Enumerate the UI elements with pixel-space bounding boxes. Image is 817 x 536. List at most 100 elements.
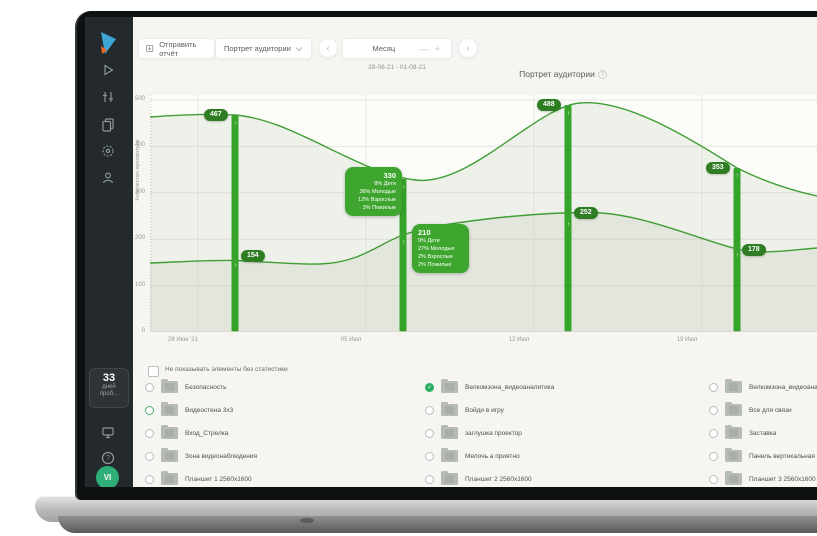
item-radio[interactable] xyxy=(145,405,154,415)
list-item[interactable]: Панель вертикальная внутренняя xyxy=(709,448,817,464)
list-item[interactable]: Планшет 3 2560х1600 xyxy=(709,471,817,487)
item-label: Зона видеонаблюдения xyxy=(185,452,257,460)
list-item[interactable]: Велкомзона_видеоаналитика xyxy=(709,379,817,395)
x-tick: 28 Июн '21 xyxy=(168,337,198,343)
send-report-button[interactable]: Отправить отчёт xyxy=(138,38,215,59)
y-tick: 400 xyxy=(134,142,145,148)
info-icon[interactable]: ? xyxy=(597,70,607,80)
play-icon xyxy=(104,64,114,76)
item-radio[interactable] xyxy=(709,382,718,392)
folder-icon xyxy=(441,448,458,462)
folder-icon xyxy=(161,402,178,416)
list-item[interactable]: Заставка xyxy=(709,425,817,441)
item-radio[interactable] xyxy=(145,428,154,438)
folder-icon xyxy=(161,448,178,462)
list-item[interactable]: Зона видеонаблюдения xyxy=(145,448,415,464)
x-tick: 12 Июл xyxy=(508,337,530,343)
sidebar: 33 дней проб... ? VI xyxy=(85,17,133,487)
item-label: Безопасность xyxy=(185,383,227,391)
item-label: Велкомзона_видеоаналитика xyxy=(465,383,555,391)
item-label: Планшет 3 2560х1600 xyxy=(749,475,816,483)
item-label: Войди в игру xyxy=(465,406,504,414)
help-button[interactable]: ? xyxy=(98,448,118,468)
hide-empty-label: Не показывать элементы без статистики xyxy=(165,366,288,373)
tooltip-row: 8% Дети xyxy=(374,181,396,187)
list-item[interactable]: Все для связи xyxy=(709,402,817,418)
item-radio[interactable] xyxy=(425,451,434,461)
nav-settings-button[interactable] xyxy=(98,141,118,161)
tooltip-row: 12% Взрослые xyxy=(358,197,396,203)
item-radio-checked[interactable]: ✓ xyxy=(425,382,434,392)
bar-point-2[interactable] xyxy=(399,179,407,332)
period-control[interactable]: Месяц — + xyxy=(342,38,452,59)
y-tick: 300 xyxy=(134,189,145,195)
upper-area-fill xyxy=(150,102,817,332)
next-period-button[interactable]: › xyxy=(458,38,478,58)
value-label: 178 xyxy=(742,244,766,256)
tooltip-row: 3% Пожилые xyxy=(362,205,396,211)
zoom-out-button[interactable]: — xyxy=(419,43,429,54)
plot-background xyxy=(150,95,817,332)
list-item[interactable]: Войди в игру xyxy=(425,402,695,418)
item-radio[interactable] xyxy=(709,474,718,484)
item-radio[interactable] xyxy=(145,474,154,484)
list-item[interactable]: Вход_Стрелка xyxy=(145,425,415,441)
list-item[interactable]: ✓ Велкомзона_видеоаналитика xyxy=(425,379,695,395)
item-radio[interactable] xyxy=(145,451,154,461)
audience-marker-icon: ↑ xyxy=(567,111,570,117)
user-avatar[interactable]: VI xyxy=(96,466,119,487)
folder-icon xyxy=(725,402,742,416)
documents-icon xyxy=(102,118,114,132)
tooltip-row: 36% Молодые xyxy=(359,189,396,195)
item-label: Планшет 2 2560х1600 xyxy=(465,475,532,483)
trial-badge[interactable]: 33 дней проб... xyxy=(89,368,129,408)
nav-content-button[interactable] xyxy=(98,114,118,134)
tooltip-row: 2% Взрослые xyxy=(418,254,453,260)
list-item[interactable]: Планшет 1 2560х1600 xyxy=(145,471,415,487)
bar-point-3[interactable] xyxy=(564,105,572,332)
y-axis-label: Количество просмотров xyxy=(135,139,141,201)
folder-icon xyxy=(161,471,178,485)
item-radio[interactable] xyxy=(425,474,434,484)
item-radio[interactable] xyxy=(709,428,718,438)
value-label: 252 xyxy=(574,207,598,219)
folder-icon xyxy=(161,379,178,393)
y-tick: 0 xyxy=(141,328,145,334)
nav-displays-button[interactable] xyxy=(98,422,118,442)
sliders-icon xyxy=(103,92,113,102)
period-value: Месяц xyxy=(372,44,396,53)
nav-stats-button[interactable] xyxy=(98,87,118,107)
list-item[interactable]: Мелочь а приятно xyxy=(425,448,695,464)
list-item[interactable]: Безопасность xyxy=(145,379,415,395)
app-screen: 33 дней проб... ? VI Отправить отчёт xyxy=(85,17,817,487)
item-radio[interactable] xyxy=(709,405,718,415)
date-range: 28-06-21 - 01-08-21 xyxy=(368,64,426,71)
audience-marker-icon: ↑ xyxy=(736,173,739,179)
send-report-label: Отправить отчёт xyxy=(159,39,197,58)
audience-marker-icon: ↑ xyxy=(402,185,405,191)
monitor-icon xyxy=(102,427,114,439)
list-item[interactable]: заглушка проектор xyxy=(425,425,695,441)
item-label: Велкомзона_видеоаналитика xyxy=(749,383,817,391)
report-type-select[interactable]: Портрет аудитории xyxy=(215,38,312,59)
folder-icon xyxy=(441,379,458,393)
app-logo-icon xyxy=(101,32,116,54)
help-icon xyxy=(101,451,115,465)
audience-marker-icon: ↑ xyxy=(234,121,237,127)
item-label: Планшет 1 2560х1600 xyxy=(185,475,252,483)
item-radio[interactable] xyxy=(145,382,154,392)
nav-play-button[interactable] xyxy=(98,60,118,80)
list-item[interactable]: Планшет 2 2560х1600 xyxy=(425,471,695,487)
bar-point-1[interactable] xyxy=(231,115,239,332)
zoom-in-button[interactable]: + xyxy=(434,43,440,54)
y-tick: 500 xyxy=(134,96,145,102)
item-radio[interactable] xyxy=(425,428,434,438)
nav-users-button[interactable] xyxy=(98,168,118,188)
list-item[interactable]: Видеостена 3х3 xyxy=(145,402,415,418)
tooltip-value: 330 xyxy=(383,171,396,180)
item-radio[interactable] xyxy=(425,405,434,415)
bar-point-4[interactable] xyxy=(733,168,741,332)
hide-empty-checkbox[interactable] xyxy=(148,366,159,377)
item-radio[interactable] xyxy=(709,451,718,461)
prev-period-button[interactable]: ‹ xyxy=(318,38,338,58)
